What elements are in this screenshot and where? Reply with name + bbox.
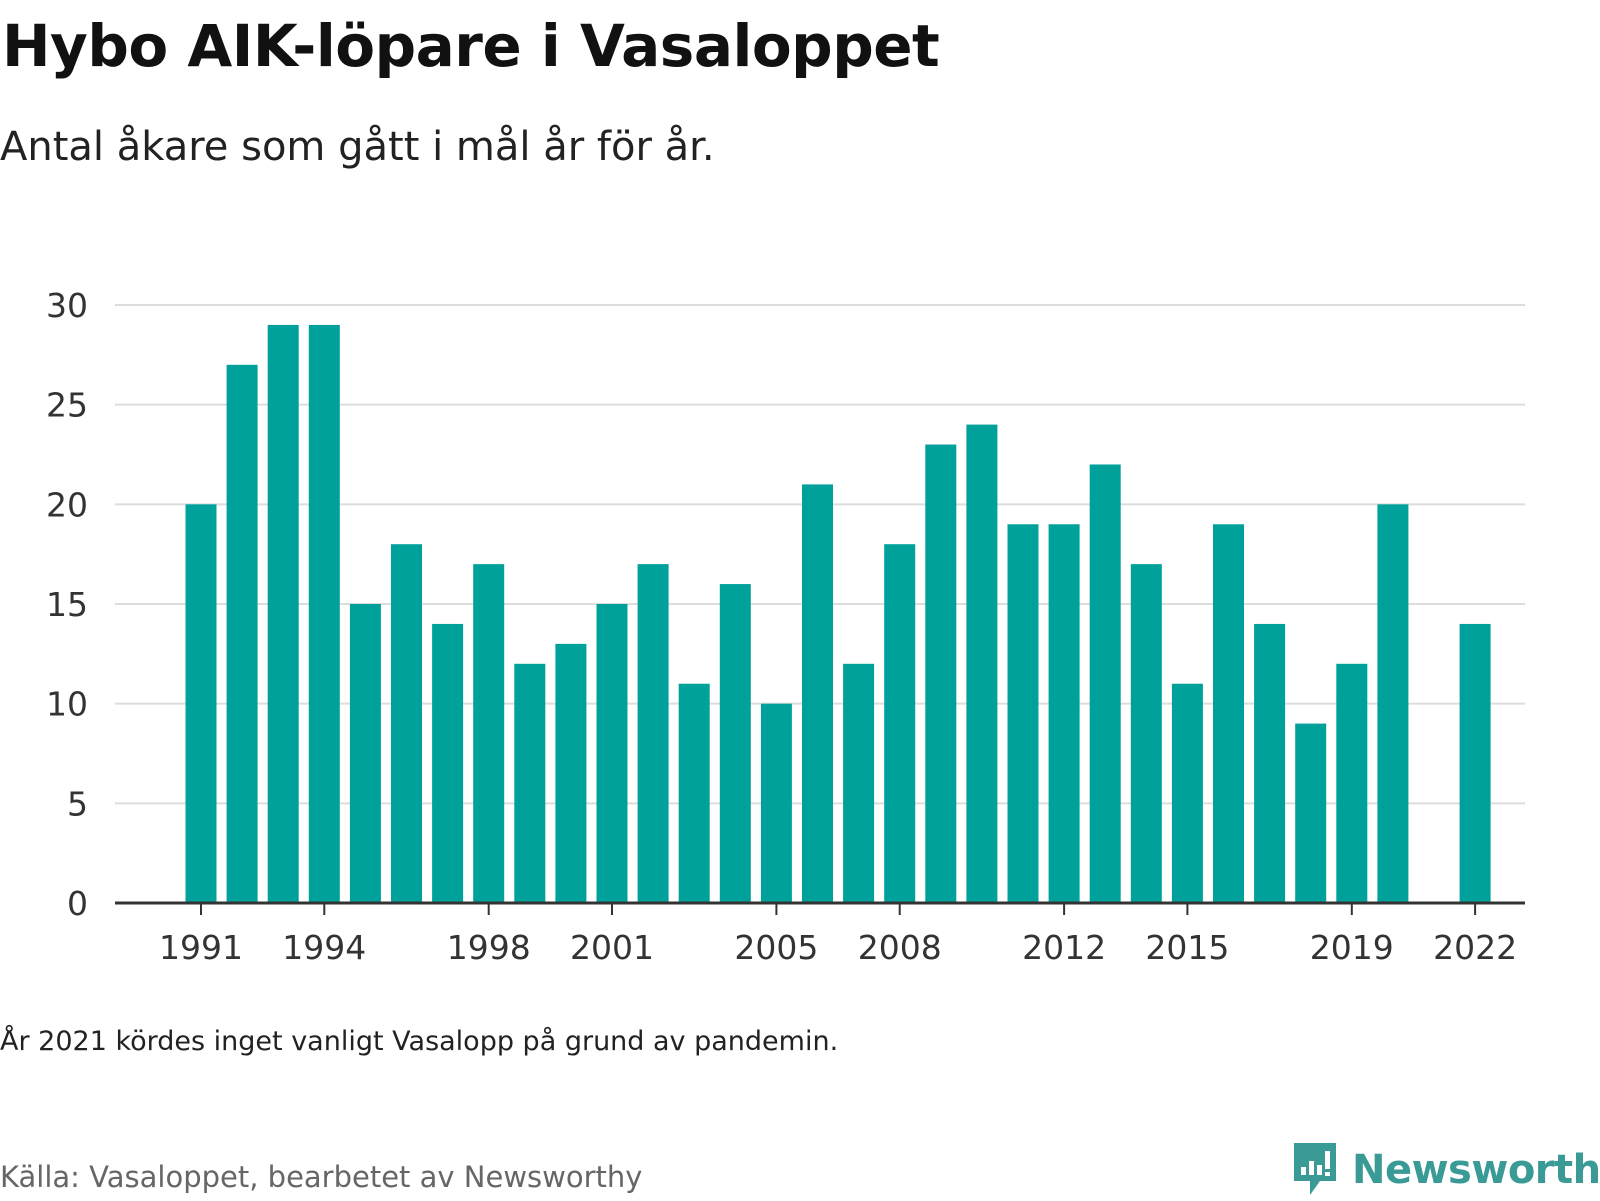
y-tick-label: 0: [67, 884, 88, 923]
chart-subtitle: Antal åkare som gått i mål år för år.: [0, 124, 715, 170]
bar: [760, 703, 792, 903]
source-credit: Källa: Vasaloppet, bearbetet av Newswort…: [0, 1160, 643, 1194]
bar: [1377, 504, 1409, 903]
bar: [596, 604, 628, 903]
bar-chart: 0 5 10 15 20 25 30 1991 1994 1998 2001 2005 2008 201…: [46, 286, 1525, 967]
bar: [1336, 663, 1368, 903]
bar: [719, 584, 751, 903]
bar: [514, 663, 546, 903]
bar: [555, 643, 587, 903]
bar: [432, 623, 464, 903]
y-tick-label: 10: [46, 685, 88, 724]
bar: [267, 324, 299, 903]
bar: [1459, 623, 1491, 903]
y-tick-label: 5: [67, 784, 88, 823]
y-tick-label: 30: [46, 286, 88, 325]
bar: [1295, 723, 1327, 903]
chart-note: År 2021 kördes inget vanligt Vasalopp på…: [0, 1026, 839, 1057]
bar: [925, 444, 957, 903]
x-tick-label: 1994: [282, 928, 366, 967]
bar: [1007, 524, 1039, 903]
bar: [802, 484, 833, 903]
bar: [226, 364, 258, 903]
bar: [185, 504, 217, 903]
y-axis-ticks: 0 5 10 15 20 25 30: [46, 286, 88, 923]
bar: [391, 544, 422, 903]
y-tick-label: 25: [46, 386, 88, 425]
newsworthy-logo: Newsworthy: [1290, 1140, 1600, 1200]
x-tick-label: 2001: [570, 928, 654, 967]
brand-name: Newsworthy: [1352, 1147, 1600, 1193]
bars: [185, 324, 1491, 903]
x-tick-label: 2022: [1433, 928, 1517, 967]
bar: [966, 424, 998, 903]
bar: [1254, 623, 1286, 903]
bar: [843, 663, 875, 903]
bar: [637, 564, 669, 903]
newsworthy-logo-icon: [1294, 1143, 1336, 1195]
bar: [1130, 564, 1162, 903]
x-tick-label: 2012: [1022, 928, 1106, 967]
chart-title: Hybo AIK-löpare i Vasaloppet: [2, 12, 940, 80]
bar: [1213, 524, 1244, 903]
x-tick-label: 1991: [159, 928, 243, 967]
x-axis: 1991 1994 1998 2001 2005 2008 2012 2015 2019 2022: [115, 901, 1525, 967]
x-tick-label: 1998: [447, 928, 531, 967]
x-tick-label: 2008: [858, 928, 942, 967]
y-tick-label: 15: [46, 585, 88, 624]
x-tick-label: 2015: [1145, 928, 1229, 967]
bar: [678, 683, 710, 903]
bar: [349, 604, 381, 903]
bar: [1171, 683, 1203, 903]
bar: [1089, 464, 1121, 903]
bar: [884, 544, 916, 903]
bar: [308, 324, 340, 903]
y-tick-label: 20: [46, 485, 88, 524]
x-tick-label: 2019: [1310, 928, 1394, 967]
bar: [473, 564, 505, 903]
bar: [1048, 524, 1080, 903]
x-tick-label: 2005: [734, 928, 818, 967]
